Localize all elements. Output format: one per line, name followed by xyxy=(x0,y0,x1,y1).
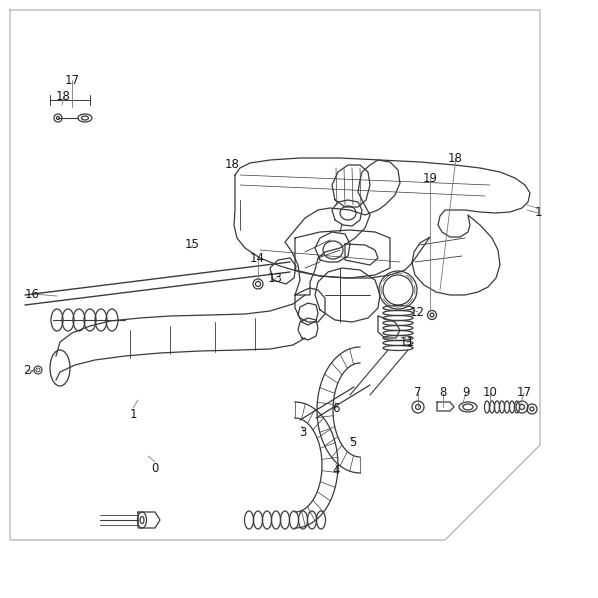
Text: 5: 5 xyxy=(349,437,356,450)
Text: 9: 9 xyxy=(462,386,470,399)
Text: 13: 13 xyxy=(267,271,282,285)
Text: 8: 8 xyxy=(440,386,447,399)
Text: 18: 18 xyxy=(56,90,71,103)
Text: 16: 16 xyxy=(25,288,39,301)
Text: 18: 18 xyxy=(447,151,462,164)
Text: 19: 19 xyxy=(423,172,438,185)
Text: 7: 7 xyxy=(414,386,422,399)
Text: 14: 14 xyxy=(249,252,264,264)
Text: 11: 11 xyxy=(399,337,414,349)
Text: 1: 1 xyxy=(129,407,137,420)
Text: 12: 12 xyxy=(410,306,425,319)
Text: 6: 6 xyxy=(332,401,340,414)
Text: 10: 10 xyxy=(483,386,498,399)
Text: 15: 15 xyxy=(185,239,200,252)
Text: 18: 18 xyxy=(225,158,239,172)
Text: 2: 2 xyxy=(23,364,30,377)
Text: 17: 17 xyxy=(65,74,80,87)
Text: 0: 0 xyxy=(151,462,158,474)
Text: 4: 4 xyxy=(332,463,340,477)
Text: 17: 17 xyxy=(517,386,532,399)
Text: 3: 3 xyxy=(300,426,307,438)
Text: 1: 1 xyxy=(534,206,542,219)
